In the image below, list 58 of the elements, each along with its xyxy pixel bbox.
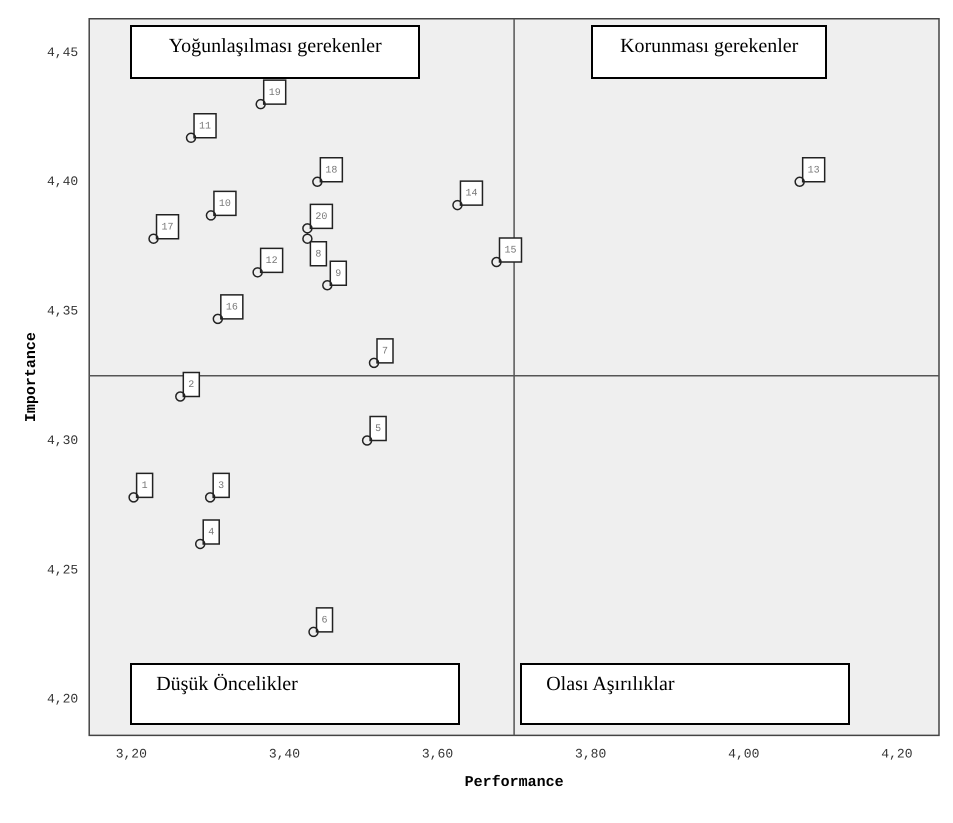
series-label: 3 [218, 481, 224, 492]
y-tick-label: 4,25 [46, 562, 78, 578]
x-tick-label: 3,80 [575, 746, 606, 762]
series-label: 20 [315, 212, 328, 223]
series-label: 2 [188, 380, 194, 392]
point [175, 391, 186, 402]
x-tick-label: 3,20 [116, 746, 147, 762]
point [362, 435, 372, 446]
series-label: 4 [208, 528, 214, 539]
point [308, 626, 319, 638]
series-label: 16 [226, 302, 238, 314]
point [252, 267, 263, 278]
x-axis-title: Performance [464, 774, 564, 791]
series-label: 19 [268, 88, 281, 99]
point [491, 256, 502, 268]
series-label: 9 [335, 268, 342, 280]
y-tick-label: 4,40 [46, 174, 78, 190]
point [186, 132, 196, 144]
y-tick-label: 4,30 [46, 432, 78, 448]
series-label: 18 [325, 165, 338, 176]
point [194, 538, 206, 550]
series-label: 7 [382, 346, 388, 358]
point [212, 314, 224, 324]
x-tick-label: 3,40 [268, 746, 300, 762]
point [452, 200, 463, 210]
series-label: 6 [322, 616, 328, 627]
point [302, 233, 313, 244]
x-tick-label: 4,20 [881, 746, 912, 762]
point [128, 492, 139, 503]
point [255, 98, 266, 110]
annotation: Düşük Öncelikler [156, 673, 298, 696]
point [148, 233, 159, 244]
point [794, 176, 805, 188]
y-axis-title: Importance [22, 332, 40, 422]
series-label: 12 [266, 256, 278, 267]
point [368, 358, 380, 368]
series-label: 13 [808, 165, 820, 176]
series-label: 5 [375, 424, 382, 436]
x-tick-label: 4,00 [728, 746, 760, 762]
series-label: 14 [465, 188, 478, 200]
y-tick-label: 4,45 [46, 44, 78, 60]
y-tick-label: 4,35 [46, 304, 78, 319]
point [302, 223, 313, 234]
point [322, 280, 333, 291]
y-tick-label: 4,20 [46, 692, 78, 707]
series-label: 11 [199, 121, 212, 132]
series-label: 1 [142, 481, 148, 492]
annotation: Olası Aşırılıklar [546, 673, 675, 696]
annotation: Yoğunlaşılması gerekenler [168, 34, 382, 57]
series-label: 10 [218, 199, 231, 210]
series-label: 8 [315, 249, 322, 260]
x-tick-label: 3,60 [422, 746, 454, 762]
series-label: 17 [162, 222, 174, 234]
point [312, 176, 323, 188]
annotation: Korunması gerekenler [620, 34, 798, 57]
point [206, 210, 216, 221]
point [204, 492, 216, 503]
series-label: 15 [504, 246, 517, 257]
